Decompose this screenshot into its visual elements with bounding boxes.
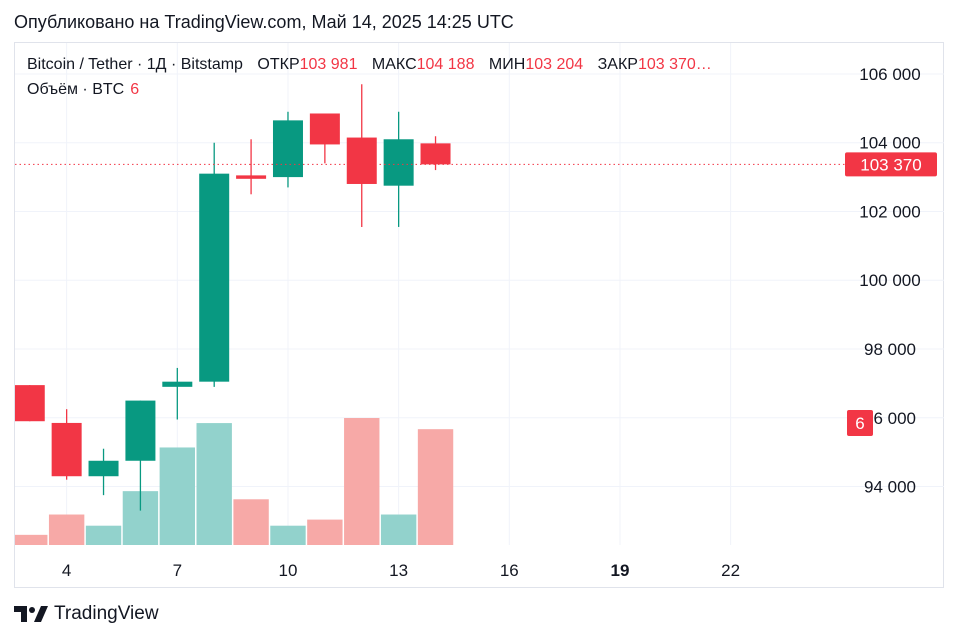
volume-bar	[233, 499, 269, 545]
volume-bar	[159, 447, 196, 545]
chart-frame	[14, 42, 944, 588]
open-value: 103 981	[299, 56, 358, 73]
axis-badges: 103 370 6	[845, 152, 937, 436]
volume-bar	[270, 525, 306, 545]
candle-body	[236, 175, 267, 179]
candle-body	[272, 120, 303, 178]
volume-bar	[48, 514, 85, 545]
volume-bar	[85, 525, 122, 545]
candle-body	[199, 173, 230, 382]
price-tick-label: 96 000	[864, 409, 916, 428]
volume-bar	[417, 429, 454, 545]
volume-value: 6	[130, 81, 140, 98]
time-tick-label: 22	[721, 561, 740, 580]
price-tick-label: 98 000	[864, 340, 916, 359]
last-volume-badge-label: 6	[855, 414, 864, 433]
close-label: ЗАКР	[597, 56, 638, 73]
price-tick-label: 102 000	[859, 202, 920, 221]
high-label: МАКС	[371, 56, 417, 73]
candle-body	[346, 137, 377, 184]
ohlc-legend: Bitcoin / Tether · 1Д · Bitstamp ОТКР103…	[27, 56, 712, 74]
candles	[15, 84, 451, 511]
volume-bar	[196, 423, 232, 545]
tradingview-brand[interactable]: TradingView	[14, 603, 159, 625]
time-tick-label: 19	[611, 561, 630, 580]
volume-bar	[344, 418, 380, 545]
open-label: ОТКР	[257, 56, 300, 73]
price-axis: 94 000 96 000 98 000 100 000 102 000 104 000 1…	[859, 65, 920, 497]
candle-body	[309, 113, 340, 145]
volume-bars	[15, 418, 454, 545]
published-caption: Опубликовано на TradingView.com, Май 14,…	[14, 12, 514, 32]
close-value: 103 370…	[637, 56, 712, 73]
price-tick-label: 104 000	[859, 134, 920, 153]
high-value: 104 188	[416, 56, 475, 73]
last-price-badge-label: 103 370	[860, 155, 921, 174]
symbol-title[interactable]: Bitcoin / Tether · 1Д · Bitstamp	[27, 56, 243, 73]
price-tick-label: 106 000	[859, 65, 920, 84]
volume-bar	[380, 514, 417, 545]
volume-label[interactable]: Объём · BTC	[27, 81, 125, 98]
time-tick-label: 4	[62, 561, 71, 580]
time-tick-label: 13	[389, 561, 408, 580]
candle-body	[88, 460, 119, 477]
last-volume-badge	[847, 409, 873, 436]
time-axis: 4 7 10 13 16 19 22	[62, 561, 740, 580]
candle-body	[51, 422, 82, 477]
brand-name: TradingView	[54, 603, 159, 624]
candle-body	[383, 139, 414, 186]
time-tick-label: 16	[500, 561, 519, 580]
candle-body	[15, 385, 45, 422]
low-label: МИН	[488, 56, 526, 73]
volume-bar	[15, 534, 48, 545]
last-price-badge	[845, 152, 937, 177]
low-value: 103 204	[525, 56, 584, 73]
candle-body	[420, 143, 451, 165]
volume-bar	[307, 519, 343, 545]
price-tick-label: 94 000	[864, 478, 916, 497]
tradingview-logo-icon	[14, 606, 48, 622]
time-tick-label: 10	[279, 561, 298, 580]
volume-legend: Объём · BTC 6	[27, 81, 139, 99]
candle-body	[162, 381, 193, 387]
grid-lines	[15, 43, 944, 545]
price-tick-label: 100 000	[859, 271, 920, 290]
time-tick-label: 7	[173, 561, 182, 580]
candle-body	[125, 400, 156, 461]
